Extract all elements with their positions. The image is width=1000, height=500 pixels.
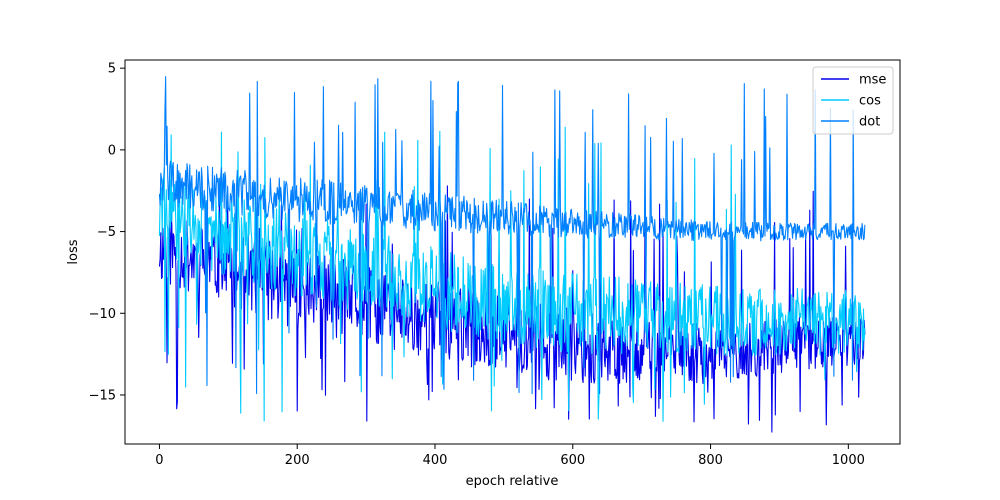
legend: mse cos dot [812,66,894,135]
y-tick-label: −15 [89,388,116,403]
x-axis-ticks: 0 200 400 600 800 1000 [155,444,865,468]
x-tick-label: 200 [285,453,310,468]
x-tick-label: 0 [155,453,163,468]
series-line-dot [158,76,866,395]
plot-area [158,76,866,433]
legend-label-cos: cos [859,94,881,109]
x-axis-label: epoch relative [466,474,559,489]
x-tick-label: 800 [698,453,723,468]
y-tick-label: 0 [108,143,116,158]
legend-label-mse: mse [859,73,886,88]
y-tick-label: −10 [89,307,116,322]
y-tick-label: 5 [108,62,116,77]
y-axis-label: loss [66,239,81,264]
x-tick-label: 400 [423,453,448,468]
legend-label-dot: dot [859,115,880,130]
legend-box [812,66,894,135]
x-tick-label: 1000 [832,453,865,468]
series-line-cos [158,126,866,422]
y-axis-ticks: 5 0 −5 −10 −15 [89,62,125,403]
series-layer [158,76,866,433]
y-tick-label: −5 [97,225,116,240]
plot-frame [124,59,901,445]
x-tick-label: 600 [560,453,585,468]
